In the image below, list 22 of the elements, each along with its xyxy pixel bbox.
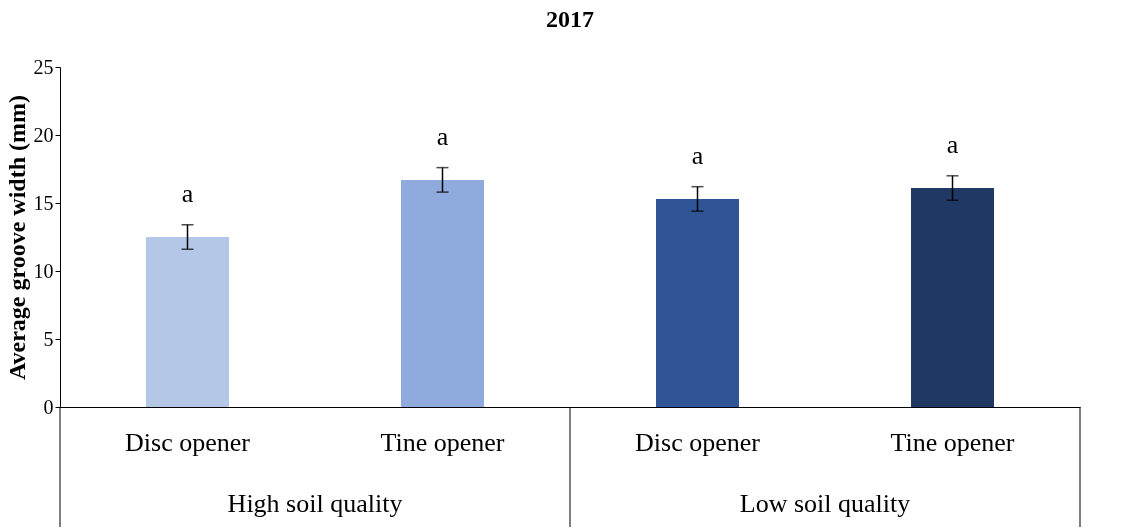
y-tick-label: 0 — [43, 395, 54, 418]
y-axis-title: Average groove width (mm) — [3, 94, 30, 381]
data-label: a — [181, 178, 194, 208]
y-tick-label: 15 — [33, 191, 54, 214]
y-tick-label: 25 — [33, 55, 54, 78]
y-tick-label: 10 — [33, 259, 54, 282]
y-tick-label: 20 — [33, 123, 54, 146]
y-tick-label: 5 — [43, 327, 54, 350]
x-tick-label: Disc opener — [635, 427, 761, 457]
x-tick-label: Tine opener — [380, 427, 505, 457]
data-label: a — [436, 121, 449, 151]
bar — [911, 188, 994, 407]
text: High soil quality — [227, 489, 403, 518]
bar — [401, 179, 484, 407]
x-tick-label: Disc opener — [125, 427, 251, 457]
x-tick-label: Tine opener — [890, 427, 1015, 457]
bar — [146, 237, 229, 407]
text: Low soil quality — [739, 489, 911, 518]
chart-title: 2017 — [546, 6, 594, 32]
data-label: a — [946, 129, 959, 159]
data-label: a — [691, 140, 704, 170]
bar — [656, 198, 739, 407]
